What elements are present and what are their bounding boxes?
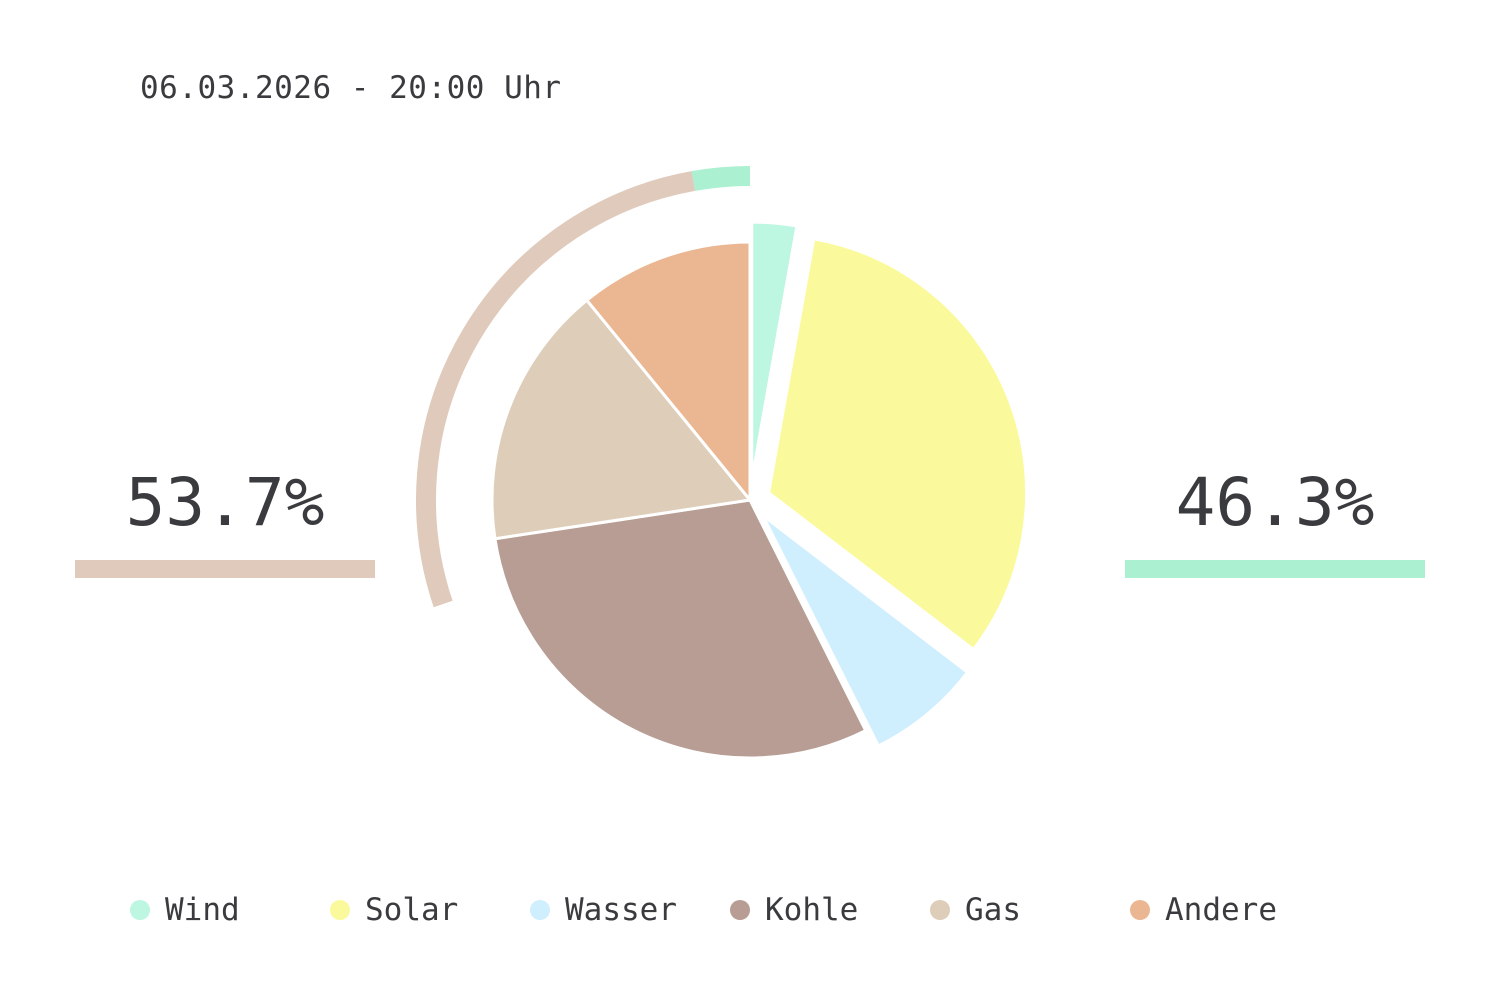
legend-label: Wasser (565, 892, 677, 928)
legend-swatch (330, 900, 350, 920)
chart-legend: Wind Solar Wasser Kohle Gas Andere (130, 890, 1440, 930)
group-ring-gas-andere (416, 171, 696, 608)
legend-label: Solar (365, 892, 459, 928)
legend-item-gas: Gas (930, 890, 1021, 930)
pie-slice-wind (750, 220, 799, 482)
legend-label: Andere (1165, 892, 1277, 928)
group-ring-wind (691, 166, 751, 191)
legend-item-wind: Wind (130, 890, 240, 930)
legend-label: Gas (965, 892, 1021, 928)
legend-swatch (1130, 900, 1150, 920)
timestamp: 06.03.2026 - 20:00 Uhr (140, 70, 562, 106)
legend-swatch (730, 900, 750, 920)
renewable-share-bar (1125, 560, 1425, 578)
fossil-share-value: 53.7% (125, 464, 325, 541)
legend-item-kohle: Kohle (730, 890, 858, 930)
pie-slice-kohle (493, 498, 868, 760)
legend-item-solar: Solar (330, 890, 458, 930)
pie-slice-andere (585, 240, 752, 502)
fossil-share-bar (75, 560, 375, 578)
fossil-share: 53.7% (75, 470, 375, 578)
legend-item-wasser: Wasser (530, 890, 677, 930)
pie-slice-wasser (761, 513, 970, 748)
pie-slice-gas (490, 298, 752, 541)
legend-label: Kohle (765, 892, 859, 928)
legend-label: Wind (165, 892, 240, 928)
pie-slice-solar (767, 237, 1029, 652)
legend-item-andere: Andere (1130, 890, 1277, 930)
legend-swatch (530, 900, 550, 920)
renewable-share-value: 46.3% (1175, 464, 1375, 541)
legend-swatch (130, 900, 150, 920)
legend-swatch (930, 900, 950, 920)
renewable-share: 46.3% (1125, 470, 1425, 578)
